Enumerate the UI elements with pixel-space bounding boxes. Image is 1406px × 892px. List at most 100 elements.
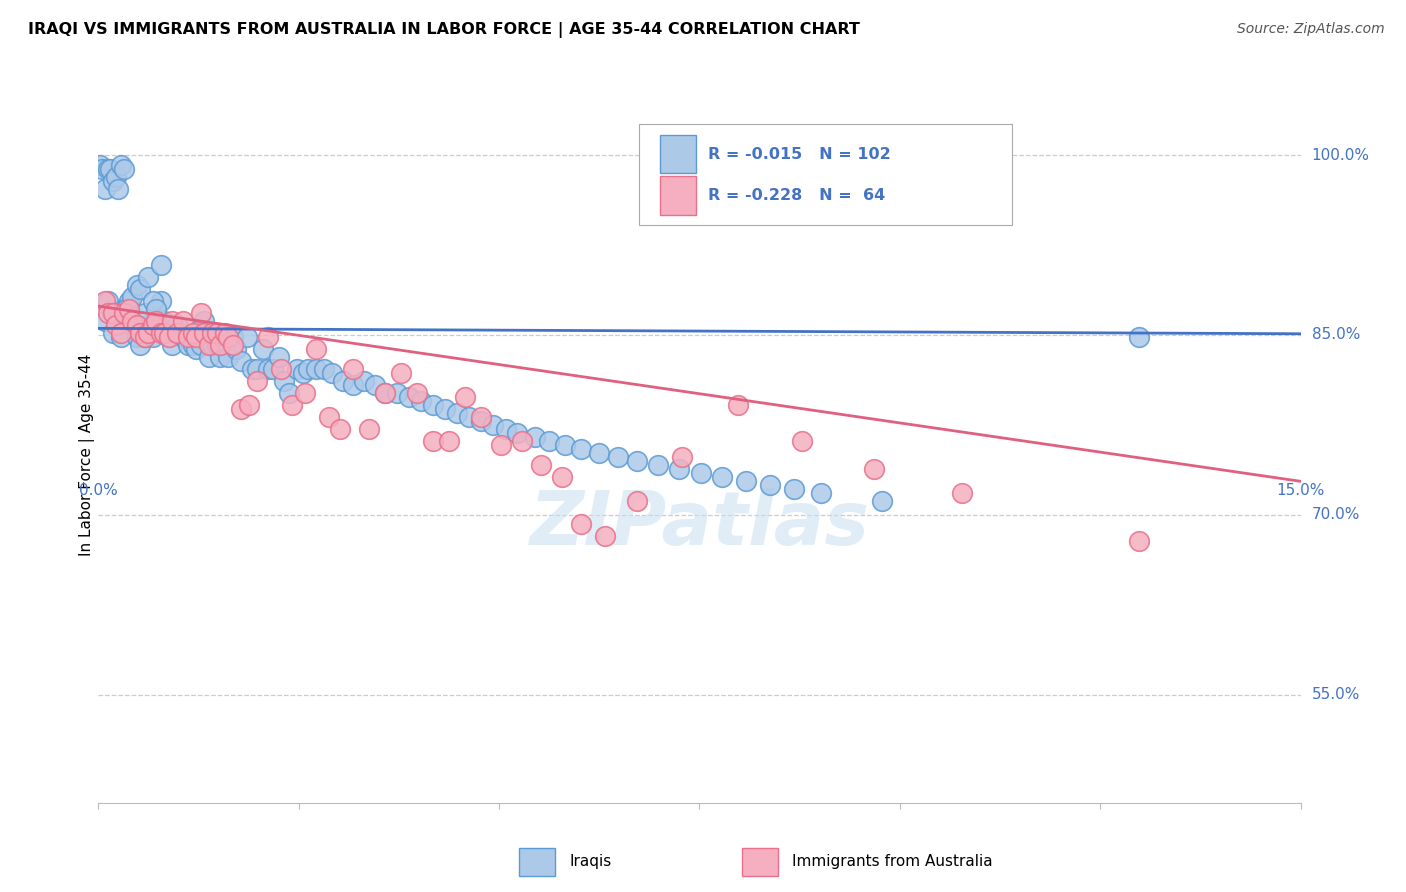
Point — [1128, 534, 1150, 549]
Point — [727, 398, 749, 412]
Point — [225, 343, 247, 357]
Point — [118, 294, 141, 309]
Point — [291, 367, 314, 381]
Point — [91, 162, 114, 177]
Point — [569, 442, 592, 456]
Point — [110, 158, 132, 172]
Point — [374, 385, 396, 400]
Point — [863, 462, 886, 476]
Point — [121, 289, 143, 303]
Point — [177, 337, 200, 351]
Point — [267, 350, 290, 364]
Point — [142, 318, 165, 333]
Point — [134, 330, 156, 344]
Point — [735, 475, 758, 489]
Point — [153, 313, 176, 327]
Point — [252, 343, 274, 357]
Point — [1128, 330, 1150, 344]
Point — [422, 398, 444, 412]
Point — [270, 361, 292, 376]
Point — [193, 326, 215, 340]
Point — [97, 306, 120, 320]
Point — [305, 361, 328, 376]
Point — [439, 434, 461, 448]
Point — [626, 454, 648, 468]
Point — [214, 326, 236, 340]
Point — [710, 469, 733, 483]
Point — [190, 306, 212, 320]
Point — [217, 350, 239, 364]
Point — [342, 378, 364, 392]
Point — [112, 306, 135, 320]
Point — [101, 306, 124, 320]
Point — [257, 330, 280, 344]
Point — [112, 162, 135, 177]
Point — [810, 486, 832, 500]
Point — [205, 326, 228, 340]
Point — [353, 374, 375, 388]
Point — [214, 337, 236, 351]
Point — [201, 326, 224, 340]
Text: 70.0%: 70.0% — [1312, 508, 1360, 523]
Point — [201, 337, 224, 351]
Point — [186, 343, 208, 357]
Point — [329, 421, 352, 435]
Point — [97, 162, 120, 177]
FancyBboxPatch shape — [519, 848, 555, 876]
Point — [950, 486, 973, 500]
Point — [115, 301, 138, 316]
Point — [318, 409, 340, 424]
Point — [125, 318, 148, 333]
Point — [209, 350, 232, 364]
Point — [389, 367, 412, 381]
Point — [198, 337, 221, 351]
Point — [222, 337, 245, 351]
Point — [406, 385, 429, 400]
Point — [870, 493, 893, 508]
Point — [101, 174, 124, 188]
Point — [550, 469, 572, 483]
Point — [118, 301, 141, 316]
Point — [569, 517, 592, 532]
Point — [342, 361, 364, 376]
Text: 85.0%: 85.0% — [1312, 327, 1360, 343]
Text: 100.0%: 100.0% — [1312, 147, 1369, 162]
Point — [105, 318, 128, 333]
Point — [209, 337, 232, 351]
Point — [222, 330, 245, 344]
Point — [246, 374, 269, 388]
Point — [110, 326, 132, 340]
Point — [790, 434, 813, 448]
Point — [110, 330, 132, 344]
Point — [142, 294, 165, 309]
Point — [129, 282, 152, 296]
Point — [121, 318, 143, 333]
Text: ZIPatlas: ZIPatlas — [530, 488, 869, 561]
Point — [554, 438, 576, 452]
Text: IRAQI VS IMMIGRANTS FROM AUSTRALIA IN LABOR FORCE | AGE 35-44 CORRELATION CHART: IRAQI VS IMMIGRANTS FROM AUSTRALIA IN LA… — [28, 22, 860, 38]
Point — [647, 458, 669, 472]
Point — [524, 430, 547, 444]
Point — [118, 306, 141, 320]
Point — [446, 406, 468, 420]
Point — [142, 330, 165, 344]
Point — [190, 337, 212, 351]
Text: 15.0%: 15.0% — [1277, 483, 1324, 498]
Point — [297, 361, 319, 376]
Point — [166, 326, 188, 340]
Point — [470, 409, 492, 424]
Point — [145, 301, 167, 316]
Point — [94, 181, 117, 195]
Point — [238, 398, 260, 412]
Point — [160, 337, 183, 351]
Point — [314, 361, 336, 376]
Point — [145, 313, 167, 327]
Point — [506, 426, 529, 441]
Point — [166, 318, 188, 333]
Point — [105, 169, 128, 184]
Text: 0.0%: 0.0% — [79, 483, 118, 498]
Point — [153, 326, 176, 340]
Point — [94, 313, 117, 327]
Point — [186, 330, 208, 344]
Point — [125, 277, 148, 292]
